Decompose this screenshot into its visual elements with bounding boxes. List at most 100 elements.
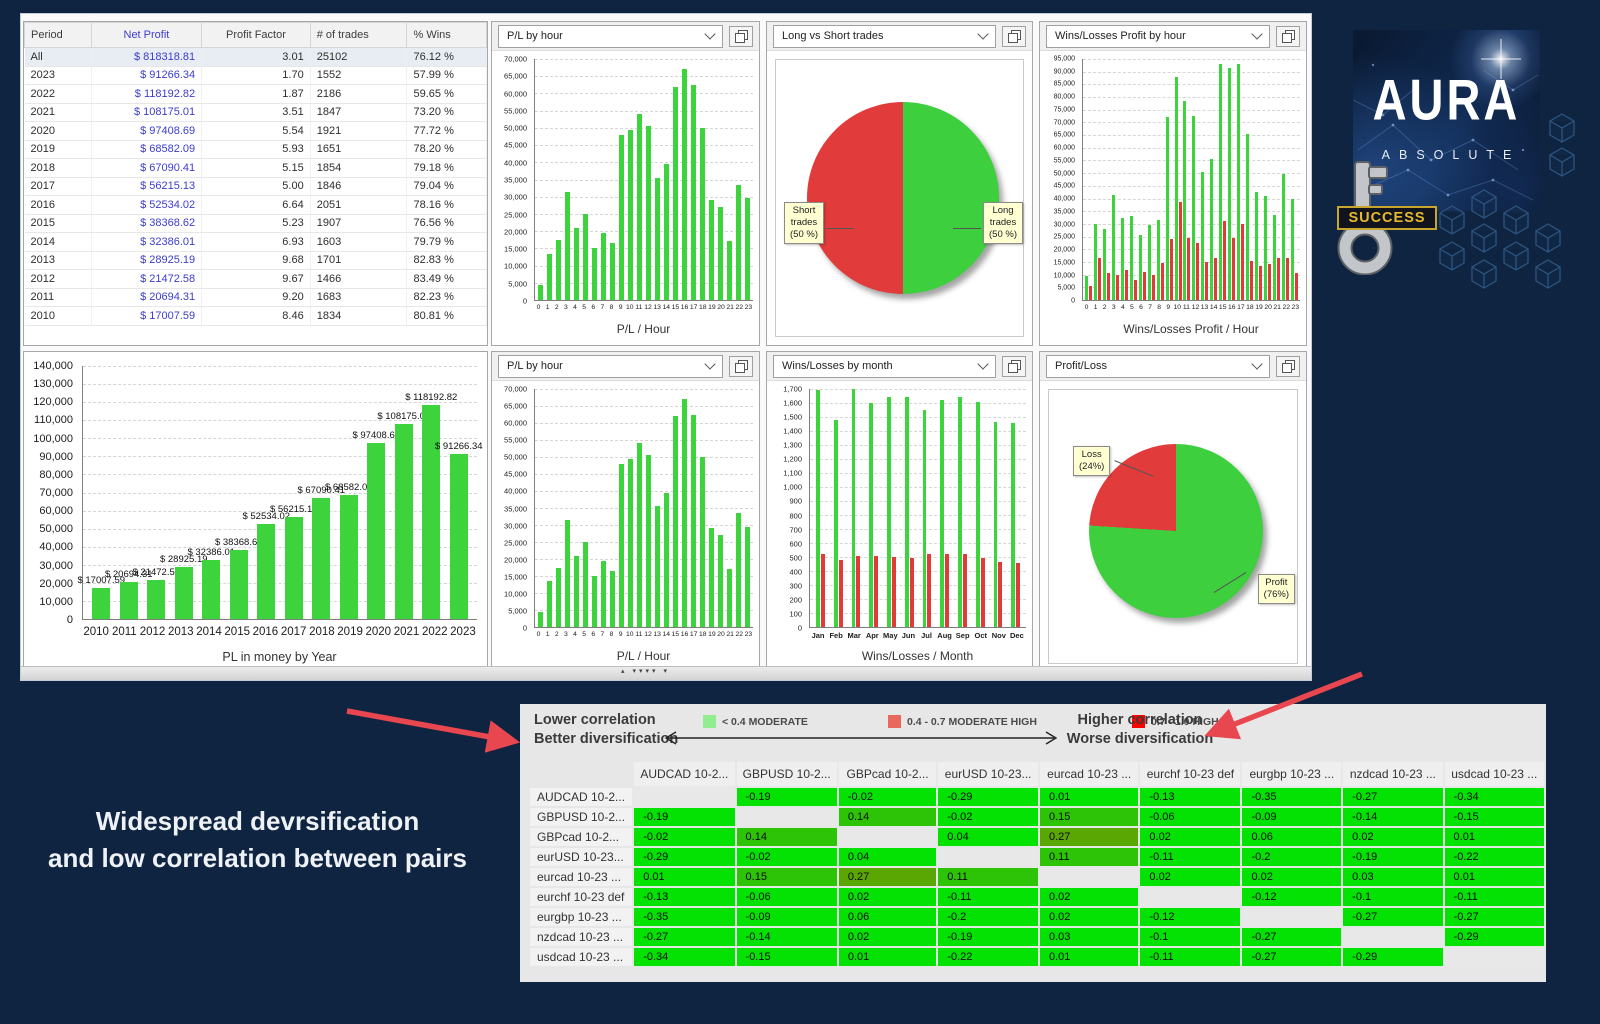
copy-chart-button[interactable]: [1002, 25, 1026, 47]
gridline: [535, 389, 753, 390]
chart-type-dropdown[interactable]: Wins/Losses Profit by hour: [1046, 24, 1270, 48]
x-tick-label: 16: [680, 631, 689, 638]
gridline: [83, 546, 477, 548]
y-tick-label: 300: [789, 581, 802, 591]
table-row[interactable]: 2015 $ 38368.62 5.23 1907 76.56 %: [24, 214, 487, 233]
table-cell: 2018: [24, 158, 92, 178]
table-row[interactable]: 2022 $ 118192.82 1.87 2186 59.65 %: [24, 84, 487, 104]
y-tick-label: 60,000: [1053, 144, 1075, 152]
long-vs-short-pie-chart: Short trades (50 %) Long trades (50 %): [767, 51, 1032, 345]
pair-column-header: eurchf 10-23 def: [1140, 762, 1241, 786]
copy-chart-button[interactable]: [1276, 25, 1300, 47]
column-header: % Wins: [406, 22, 487, 48]
gridline: [535, 93, 753, 95]
y-tick-label: 10,000: [1053, 272, 1075, 280]
dashboard-scrollbar[interactable]: ▴ ▾▾▾▾ ▾: [21, 666, 1311, 680]
copy-chart-button[interactable]: [1002, 355, 1026, 377]
correlation-cell: -0.15: [1444, 808, 1544, 826]
table-row[interactable]: 2017 $ 56215.13 5.00 1846 79.04 %: [24, 177, 487, 196]
bar: [546, 253, 553, 300]
chart-panel-header: Wins/Losses Profit by hour: [1040, 22, 1306, 51]
bar: [735, 184, 742, 300]
correlation-cell: -0.29: [634, 848, 735, 866]
bar-group: [940, 389, 949, 627]
bar: [1174, 76, 1178, 300]
bar: [1273, 215, 1276, 300]
copy-chart-button[interactable]: [1276, 355, 1300, 377]
x-tick-label: 2: [554, 631, 559, 638]
bar: [147, 580, 166, 619]
table-cell: 2051: [310, 195, 408, 215]
chart-type-dropdown[interactable]: Profit/Loss: [1046, 354, 1270, 378]
bar: [422, 405, 441, 619]
chart-type-dropdown[interactable]: P/L by hour: [498, 24, 723, 48]
y-tick-label: 600: [789, 539, 802, 549]
x-tick-label: 9: [1166, 304, 1171, 311]
x-tick-label: Sep: [955, 631, 970, 640]
bar-group: $ 28925.19: [160, 366, 208, 619]
bar: [1011, 422, 1016, 627]
table-row[interactable]: 2014 $ 32386.01 6.93 1603 79.79 %: [24, 232, 487, 252]
x-tick-label: 1: [1093, 304, 1098, 311]
table-cell: $ 818318.81: [91, 47, 203, 67]
bar: [726, 569, 733, 627]
chart-type-dropdown[interactable]: Wins/Losses by month: [773, 354, 996, 378]
bar-group: [726, 59, 733, 300]
bar: [1214, 258, 1218, 300]
wl-by-month-chart: 0 100 200 300 400 500 600 700 800 900 1,000 1,100 1,…: [767, 381, 1032, 672]
table-row[interactable]: 2010 $ 17007.59 8.46 1834 80.81 %: [24, 306, 487, 326]
copy-chart-button[interactable]: [729, 355, 753, 377]
copy-chart-button[interactable]: [729, 25, 753, 47]
x-tick-label: 21: [726, 304, 734, 311]
bar-group: [609, 59, 616, 300]
table-row[interactable]: 2020 $ 97408.69 5.54 1921 77.72 %: [24, 121, 487, 141]
table-row[interactable]: 2019 $ 68582.09 5.93 1651 78.20 %: [24, 140, 487, 159]
table-row[interactable]: 2013 $ 28925.19 9.68 1701 82.83 %: [24, 251, 487, 270]
correlation-cell: [938, 848, 1038, 866]
table-row[interactable]: 2012 $ 21472.58 9.67 1466 83.49 %: [24, 269, 487, 289]
table-cell: 1683: [310, 288, 408, 307]
gridline: [535, 162, 753, 164]
table-cell: 2186: [310, 84, 408, 104]
table-cell: 2014: [24, 232, 92, 252]
bar-group: $ 56215.13: [270, 366, 318, 619]
y-tick-label: 900: [789, 496, 802, 506]
x-tick-label: 17: [689, 631, 698, 638]
bar: [591, 576, 598, 627]
correlation-cell: 0.02: [1040, 908, 1139, 926]
bars: [535, 389, 753, 627]
gridline: [1083, 147, 1300, 149]
pair-column-header: eurUSD 10-23...: [938, 762, 1038, 786]
chart-panel-profit-loss: Profit/Loss Loss (24%) Profit (76%): [1039, 351, 1307, 673]
x-tick-label: 10: [1173, 304, 1182, 311]
summary-table-panel: Period Net Profit Profit Factor # of trades…: [23, 21, 488, 346]
bar: [958, 397, 962, 627]
gridline: [535, 457, 753, 458]
chart-type-dropdown[interactable]: Long vs Short trades: [773, 24, 996, 48]
y-tick-label: 10,000: [39, 595, 73, 608]
y-tick-label: 50,000: [504, 452, 527, 462]
y-tick-label: 70,000: [504, 384, 527, 394]
bar: [1232, 237, 1236, 300]
bar: [1228, 67, 1232, 300]
y-tick-label: 1,200: [783, 454, 802, 464]
table-row[interactable]: 2016 $ 52534.02 6.64 2051 78.16 %: [24, 195, 487, 215]
column-header: Profit Factor: [201, 22, 311, 48]
y-tick-label: 50,000: [1053, 170, 1075, 178]
x-tick-label: 21: [726, 631, 734, 638]
gridline: [535, 145, 753, 147]
y-tick-label: 80,000: [39, 468, 73, 481]
bar-group: [1093, 59, 1101, 300]
pie-callout-label: Short trades (50 %): [784, 202, 824, 244]
dropdown-value: Wins/Losses Profit by hour: [1055, 30, 1186, 42]
table-row[interactable]: 2023 $ 91266.34 1.70 1552 57.99 %: [24, 66, 487, 85]
table-row[interactable]: 2011 $ 20694.31 9.20 1683 82.23 %: [24, 288, 487, 307]
table-row[interactable]: 2018 $ 67090.41 5.15 1854 79.18 %: [24, 158, 487, 178]
chart-type-dropdown[interactable]: P/L by hour: [498, 354, 723, 378]
y-tick-label: 55,000: [1053, 157, 1075, 165]
gridline: [810, 542, 1026, 544]
table-row[interactable]: 2021 $ 108175.01 3.51 1847 73.20 %: [24, 103, 487, 122]
y-tick-label: 60,000: [504, 89, 527, 99]
splitter-handle-icon[interactable]: ▴ ▾▾▾▾ ▾: [621, 668, 670, 675]
table-row[interactable]: All $ 818318.81 3.01 25102 76.12 %: [24, 47, 487, 67]
